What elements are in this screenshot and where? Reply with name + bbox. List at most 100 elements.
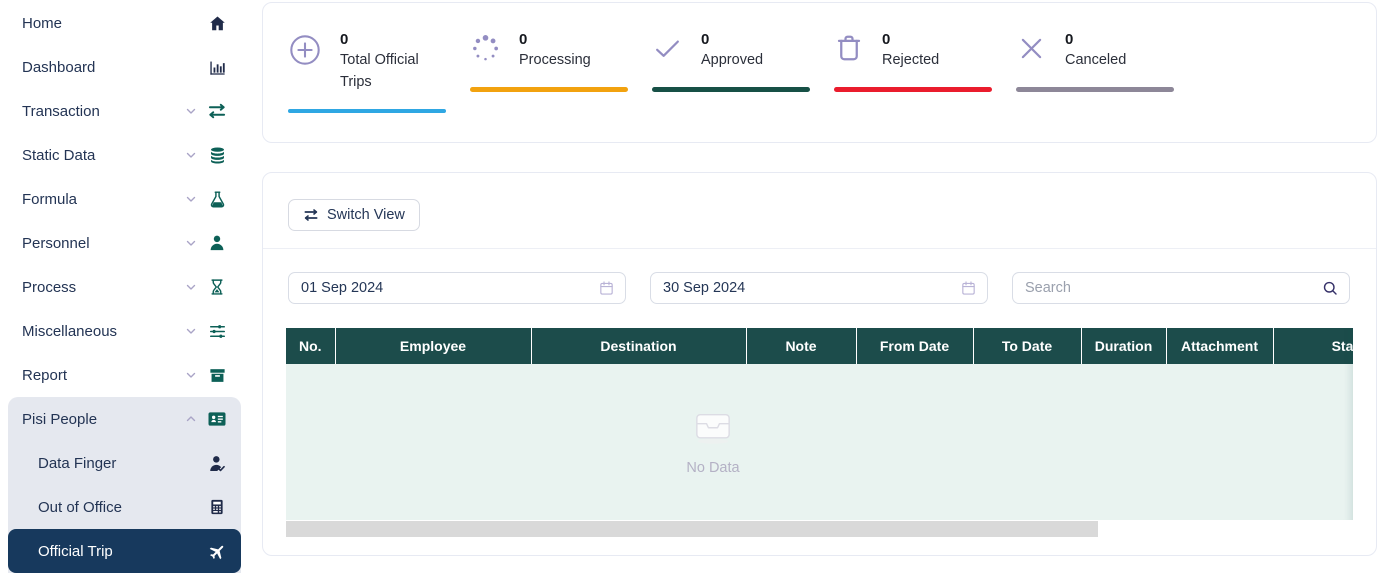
person-check-icon: [207, 454, 227, 473]
column-header-note[interactable]: Note: [745, 328, 856, 364]
empty-tray-icon: [690, 408, 736, 451]
sidebar-item-label: Transaction: [22, 102, 100, 120]
sidebar-item-process[interactable]: Process: [8, 265, 241, 309]
trash-icon: [834, 33, 864, 63]
stat-underline: [288, 108, 446, 114]
stat-underline: [834, 87, 992, 92]
stat-label: Processing: [519, 52, 591, 69]
calendar-icon[interactable]: [598, 280, 615, 297]
stat-underline: [652, 87, 810, 92]
stat-value: 0: [1065, 31, 1074, 48]
sidebar-item-personnel[interactable]: Personnel: [8, 221, 241, 265]
flask-icon: [207, 190, 227, 209]
sidebar-item-label: Process: [22, 278, 77, 296]
stat-card-approved: 0 Approved: [652, 30, 810, 142]
stat-label: Total Official Trips: [340, 52, 419, 90]
spinner-icon: [470, 33, 501, 64]
stat-card-processing: 0 Processing: [470, 30, 628, 142]
sidebar-item-label: Out of Office: [38, 498, 122, 516]
check-icon: [652, 33, 683, 64]
chevron-down-icon: [184, 324, 198, 338]
column-header-employee[interactable]: Employee: [334, 328, 531, 364]
column-header-duration[interactable]: Duration: [1080, 328, 1166, 364]
table-empty-row: [286, 364, 1353, 520]
column-header-from-date[interactable]: From Date: [855, 328, 973, 364]
sidebar-item-home[interactable]: Home: [8, 1, 241, 45]
chevron-up-icon: [184, 412, 198, 426]
stat-label: Approved: [701, 52, 764, 69]
sidebar-item-label: Pisi People: [22, 410, 98, 428]
stats-panel: 0 Total Official Trips 0 Processing 0 Ap…: [262, 2, 1377, 143]
table-header-row: No. Employee Destination Note From Date …: [286, 328, 1353, 364]
empty-state-text: No Data: [686, 460, 740, 476]
person-icon: [207, 234, 227, 252]
sidebar-group-pisi-people: Pisi People Data Finger Out of Office Of…: [8, 397, 241, 573]
sidebar-item-static-data[interactable]: Static Data: [8, 133, 241, 177]
chevron-down-icon: [184, 148, 198, 162]
search-icon[interactable]: [1321, 279, 1339, 297]
divider: [263, 248, 1376, 249]
chevron-down-icon: [184, 280, 198, 294]
archive-icon: [207, 366, 227, 385]
column-header-attachment[interactable]: Attachment: [1165, 328, 1273, 364]
sidebar-item-label: Official Trip: [38, 542, 113, 560]
column-header-destination[interactable]: Destination: [530, 328, 746, 364]
sidebar-item-transaction[interactable]: Transaction: [8, 89, 241, 133]
sidebar-item-formula[interactable]: Formula: [8, 177, 241, 221]
hourglass-icon: [207, 278, 227, 296]
database-icon: [207, 146, 227, 165]
sidebar-item-label: Data Finger: [38, 454, 117, 472]
from-date-field[interactable]: [288, 272, 626, 304]
sidebar-item-official-trip[interactable]: Official Trip: [8, 529, 241, 573]
transfer-icon: [207, 101, 227, 121]
stat-value: 0: [519, 31, 528, 48]
to-date-field-box: [650, 272, 988, 304]
transfer-icon: [303, 207, 319, 223]
filter-row: [288, 272, 1350, 304]
horizontal-scrollbar-thumb[interactable]: [286, 521, 1098, 537]
sidebar-item-out-of-office[interactable]: Out of Office: [8, 485, 241, 529]
to-date-field[interactable]: [650, 272, 988, 304]
sidebar-item-report[interactable]: Report: [8, 353, 241, 397]
stat-underline: [470, 87, 628, 92]
sidebar-item-label: Dashboard: [22, 58, 96, 76]
column-header-no[interactable]: No.: [286, 328, 335, 364]
bar-chart-icon: [207, 58, 227, 77]
airplane-icon: [207, 542, 227, 561]
official-trip-table: No. Employee Destination Note From Date …: [286, 328, 1353, 538]
stat-label: Rejected: [882, 52, 940, 69]
stat-value: 0: [882, 31, 891, 48]
sidebar-item-pisi-people[interactable]: Pisi People: [8, 397, 241, 441]
from-date-field-box: [288, 272, 626, 304]
stat-underline: [1016, 87, 1174, 92]
x-icon: [1016, 33, 1047, 64]
column-header-status[interactable]: Status: [1272, 328, 1353, 364]
sidebar-item-label: Static Data: [22, 146, 96, 164]
stat-card-total: 0 Total Official Trips: [288, 30, 446, 142]
sidebar-item-label: Report: [22, 366, 68, 384]
search-input[interactable]: [1012, 272, 1350, 304]
sidebar-item-dashboard[interactable]: Dashboard: [8, 45, 241, 89]
calculator-icon: [207, 498, 227, 516]
stat-value: 0: [340, 31, 349, 48]
stat-card-rejected: 0 Rejected: [834, 30, 992, 142]
calendar-icon[interactable]: [960, 280, 977, 297]
chevron-down-icon: [184, 368, 198, 382]
stat-value: 0: [701, 31, 710, 48]
chevron-down-icon: [184, 236, 198, 250]
sidebar-item-label: Miscellaneous: [22, 322, 118, 340]
sidebar-item-label: Home: [22, 14, 63, 32]
sidebar-item-data-finger[interactable]: Data Finger: [8, 441, 241, 485]
sidebar-item-label: Personnel: [22, 234, 90, 252]
sidebar-item-miscellaneous[interactable]: Miscellaneous: [8, 309, 241, 353]
home-icon: [207, 14, 227, 33]
search-field-box: [1012, 272, 1350, 304]
stat-label: Canceled: [1065, 52, 1127, 69]
id-card-icon: [207, 409, 227, 429]
column-header-to-date[interactable]: To Date: [972, 328, 1081, 364]
sidebar: Home Dashboard Transaction Static Data F…: [0, 0, 248, 573]
plus-circle-icon: [288, 33, 322, 67]
empty-state: No Data: [286, 364, 1140, 520]
switch-view-button[interactable]: Switch View: [288, 199, 420, 231]
sidebar-item-label: Formula: [22, 190, 78, 208]
